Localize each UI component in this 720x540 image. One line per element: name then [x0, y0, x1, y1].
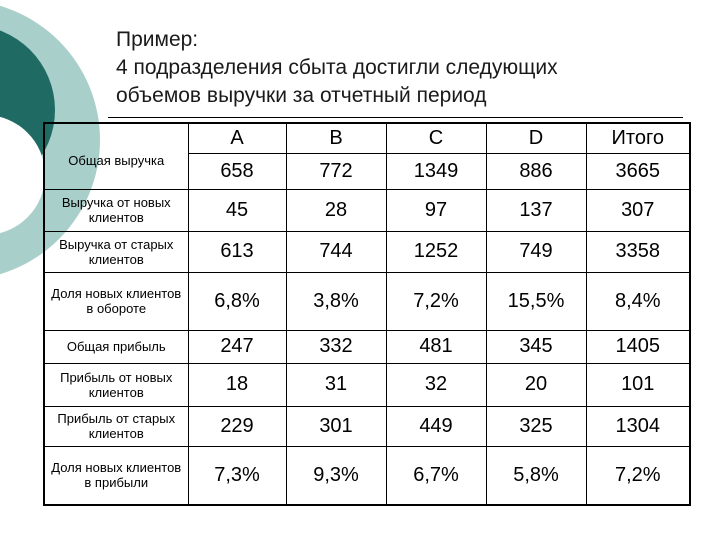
row-label: Доля новых клиентов в обороте — [43, 271, 189, 331]
table-cell: 45 — [187, 188, 287, 232]
table-cell: 772 — [285, 152, 387, 190]
table-cell: 247 — [187, 329, 287, 364]
header-cell: D — [485, 122, 587, 154]
table-cell: 613 — [187, 230, 287, 273]
table-row: Выручка от новых клиентов 45 28 97 137 3… — [43, 188, 691, 232]
table-cell: 6,7% — [385, 445, 487, 506]
table-cell: 9,3% — [285, 445, 387, 506]
table-cell: 137 — [485, 188, 587, 232]
table-cell: 1252 — [385, 230, 487, 273]
table-cell: 5,8% — [485, 445, 587, 506]
table-row: Доля новых клиентов в обороте 6,8% 3,8% … — [43, 271, 691, 331]
table-cell: 3358 — [585, 230, 691, 273]
table-cell: 97 — [385, 188, 487, 232]
table-cell: 1349 — [385, 152, 487, 190]
title-line-3: объемов выручки за отчетный период — [116, 84, 487, 107]
table-header-row: A B C D Итого — [43, 122, 691, 154]
row-label: Выручка от старых клиентов — [43, 230, 189, 273]
table-cell: 8,4% — [585, 271, 691, 331]
table-cell: 345 — [485, 329, 587, 364]
table-cell: 229 — [187, 405, 287, 447]
table-cell: 481 — [385, 329, 487, 364]
row-label: Прибыль от новых клиентов — [43, 362, 189, 407]
table-cell: 307 — [585, 188, 691, 232]
table-cell: 7,2% — [385, 271, 487, 331]
title-underline — [108, 117, 683, 118]
corner-cell — [43, 122, 189, 153]
row-label: Общая выручка — [43, 153, 189, 190]
table-cell: 3,8% — [285, 271, 387, 331]
table-cell: 658 — [187, 152, 287, 190]
row-label: Прибыль от старых клиентов — [43, 405, 189, 447]
slide-title: Пример: 4 подразделения сбыта достигли с… — [116, 26, 706, 110]
table-row: Доля новых клиентов в прибыли 7,3% 9,3% … — [43, 445, 691, 506]
table-cell: 6,8% — [187, 271, 287, 331]
table-cell: 449 — [385, 405, 487, 447]
table-cell: 744 — [285, 230, 387, 273]
table-cell: 325 — [485, 405, 587, 447]
table-cell: 15,5% — [485, 271, 587, 331]
table-cell: 886 — [485, 152, 587, 190]
header-cell: Итого — [585, 122, 691, 154]
table-row: Прибыль от новых клиентов 18 31 32 20 10… — [43, 362, 691, 407]
table-cell: 332 — [285, 329, 387, 364]
table-cell: 32 — [385, 362, 487, 407]
row-label: Общая прибыль — [43, 329, 189, 364]
table-cell: 18 — [187, 362, 287, 407]
table-cell: 101 — [585, 362, 691, 407]
table-cell: 20 — [485, 362, 587, 407]
title-line-2: 4 подразделения сбыта достигли следующих — [116, 56, 558, 79]
row-label: Доля новых клиентов в прибыли — [43, 445, 189, 506]
table-cell: 1304 — [585, 405, 691, 447]
table-row: Общая прибыль 247 332 481 345 1405 — [43, 329, 691, 364]
table-cell: 301 — [285, 405, 387, 447]
table-row: Выручка от старых клиентов 613 744 1252 … — [43, 230, 691, 273]
table-cell: 7,3% — [187, 445, 287, 506]
title-line-1: Пример: — [116, 28, 199, 51]
header-cell: A — [187, 122, 287, 154]
table-row: Прибыль от старых клиентов 229 301 449 3… — [43, 405, 691, 447]
table-cell: 3665 — [585, 152, 691, 190]
table-cell: 749 — [485, 230, 587, 273]
header-cell: C — [385, 122, 487, 154]
header-cell: B — [285, 122, 387, 154]
table-cell: 28 — [285, 188, 387, 232]
row-label: Выручка от новых клиентов — [43, 188, 189, 232]
table-cell: 31 — [285, 362, 387, 407]
table-cell: 1405 — [585, 329, 691, 364]
sales-table: A B C D Итого Общая выручка 658 772 1349… — [43, 122, 691, 506]
table-cell: 7,2% — [585, 445, 691, 506]
table-row: Общая выручка 658 772 1349 886 3665 — [43, 152, 691, 190]
